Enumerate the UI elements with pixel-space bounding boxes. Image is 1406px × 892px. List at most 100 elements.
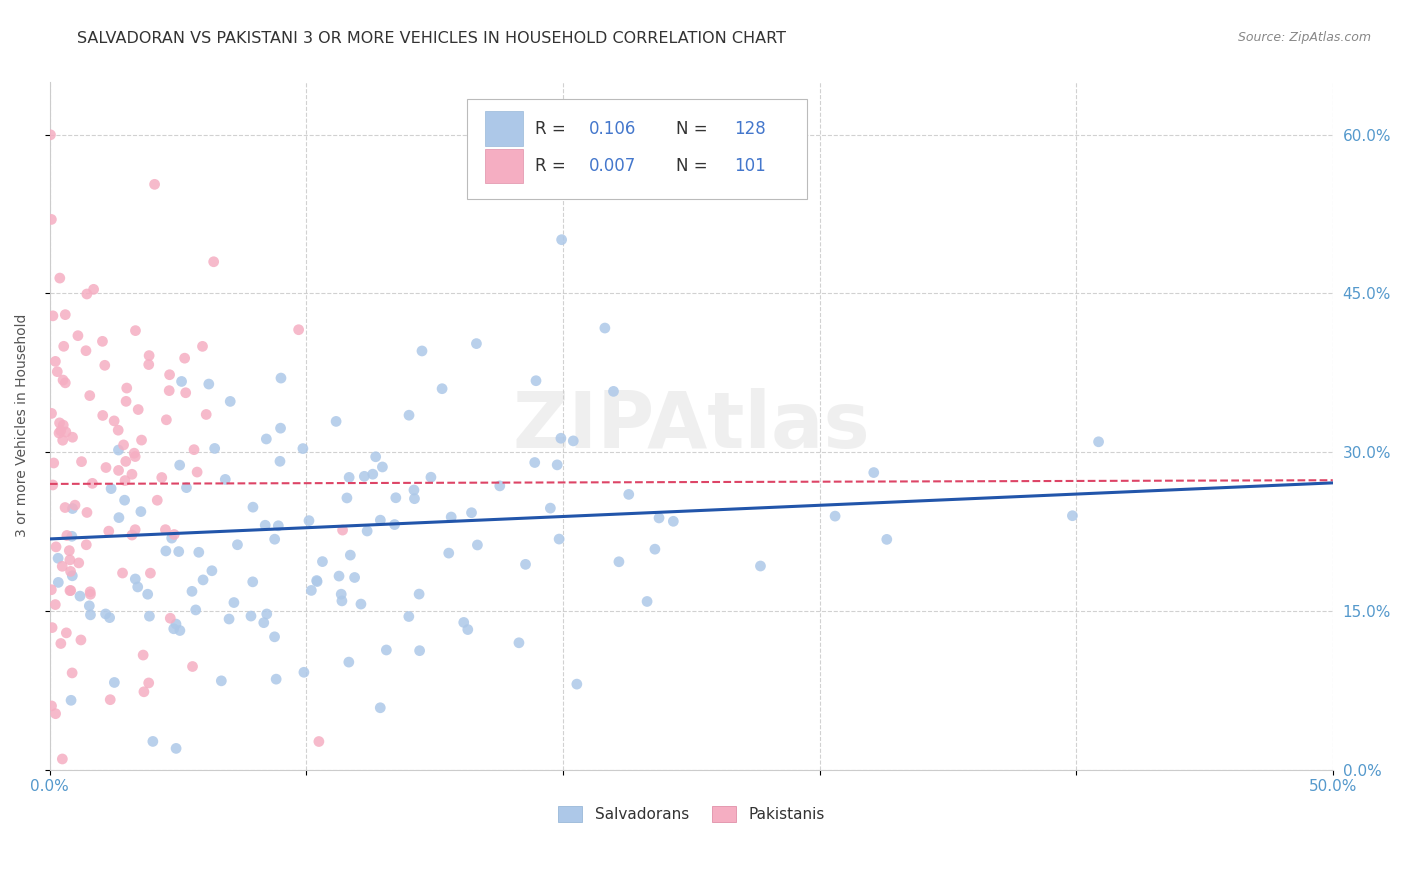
- Point: [103, 675, 125, 690]
- Point: [139, 566, 162, 581]
- Text: R =: R =: [534, 120, 571, 137]
- FancyBboxPatch shape: [485, 112, 523, 146]
- Point: [49, 271, 72, 285]
- FancyBboxPatch shape: [485, 149, 523, 183]
- Point: [398, 408, 420, 422]
- Point: [53, 308, 76, 322]
- Text: ZIPAtlas: ZIPAtlas: [513, 388, 870, 464]
- Point: [42, 478, 65, 492]
- Point: [159, 368, 181, 382]
- Point: [602, 384, 624, 399]
- Point: [242, 574, 264, 589]
- Point: [52, 434, 75, 448]
- Point: [256, 607, 278, 621]
- Point: [364, 450, 387, 464]
- Point: [66, 328, 89, 343]
- Point: [636, 594, 658, 608]
- Point: [460, 506, 482, 520]
- Text: 0.106: 0.106: [589, 120, 636, 137]
- Point: [371, 460, 394, 475]
- Point: [160, 531, 183, 545]
- Point: [330, 587, 353, 601]
- Point: [465, 336, 488, 351]
- Point: [398, 609, 420, 624]
- Point: [53, 500, 76, 515]
- Point: [121, 467, 143, 482]
- Point: [51, 559, 73, 574]
- Point: [298, 514, 321, 528]
- Point: [550, 431, 572, 445]
- Point: [263, 630, 285, 644]
- Point: [339, 548, 361, 562]
- Text: Source: ZipAtlas.com: Source: ZipAtlas.com: [1237, 31, 1371, 45]
- Point: [107, 443, 129, 458]
- Point: [204, 442, 226, 456]
- Point: [191, 339, 214, 353]
- Point: [195, 408, 218, 422]
- Point: [515, 558, 537, 572]
- Point: [488, 479, 510, 493]
- Point: [41, 582, 63, 597]
- Legend: Salvadorans, Pakistanis: Salvadorans, Pakistanis: [551, 800, 831, 828]
- Point: [749, 559, 772, 574]
- Point: [76, 506, 98, 520]
- Point: [325, 414, 347, 428]
- Point: [174, 385, 197, 400]
- Text: R =: R =: [534, 157, 571, 175]
- Point: [142, 734, 165, 748]
- Point: [127, 402, 149, 417]
- Point: [67, 556, 90, 570]
- Point: [565, 677, 588, 691]
- Point: [41, 212, 63, 227]
- Point: [94, 460, 117, 475]
- Point: [100, 482, 122, 496]
- Point: [59, 583, 82, 598]
- Point: [337, 655, 360, 669]
- Point: [98, 610, 121, 624]
- Point: [82, 476, 104, 491]
- Point: [124, 324, 146, 338]
- Text: SALVADORAN VS PAKISTANI 3 OR MORE VEHICLES IN HOUSEHOLD CORRELATION CHART: SALVADORAN VS PAKISTANI 3 OR MORE VEHICL…: [77, 31, 786, 46]
- Point: [115, 381, 138, 395]
- Point: [138, 609, 160, 624]
- Point: [55, 625, 77, 640]
- Point: [46, 575, 69, 590]
- Point: [41, 406, 63, 420]
- Point: [181, 584, 204, 599]
- Point: [173, 351, 195, 366]
- Point: [198, 377, 221, 392]
- Point: [48, 425, 70, 440]
- Point: [155, 544, 177, 558]
- Point: [332, 523, 354, 537]
- Point: [264, 672, 287, 686]
- Point: [305, 574, 328, 588]
- Point: [644, 542, 666, 557]
- Point: [361, 467, 384, 482]
- Point: [308, 734, 330, 748]
- Point: [538, 501, 561, 516]
- Point: [370, 513, 392, 527]
- Point: [103, 414, 125, 428]
- Point: [467, 538, 489, 552]
- Point: [270, 371, 292, 385]
- Point: [115, 394, 138, 409]
- Point: [607, 555, 630, 569]
- Point: [79, 584, 101, 599]
- Point: [124, 450, 146, 464]
- Point: [201, 564, 224, 578]
- Point: [138, 358, 160, 372]
- Point: [132, 685, 155, 699]
- Point: [402, 483, 425, 497]
- Point: [111, 566, 134, 580]
- Text: 0.007: 0.007: [589, 157, 636, 175]
- Point: [98, 692, 121, 706]
- Point: [58, 543, 80, 558]
- Point: [350, 597, 373, 611]
- Point: [70, 632, 93, 647]
- Point: [408, 643, 430, 657]
- Point: [51, 752, 73, 766]
- Point: [523, 456, 546, 470]
- Point: [41, 621, 63, 635]
- Point: [330, 594, 353, 608]
- Point: [648, 511, 671, 525]
